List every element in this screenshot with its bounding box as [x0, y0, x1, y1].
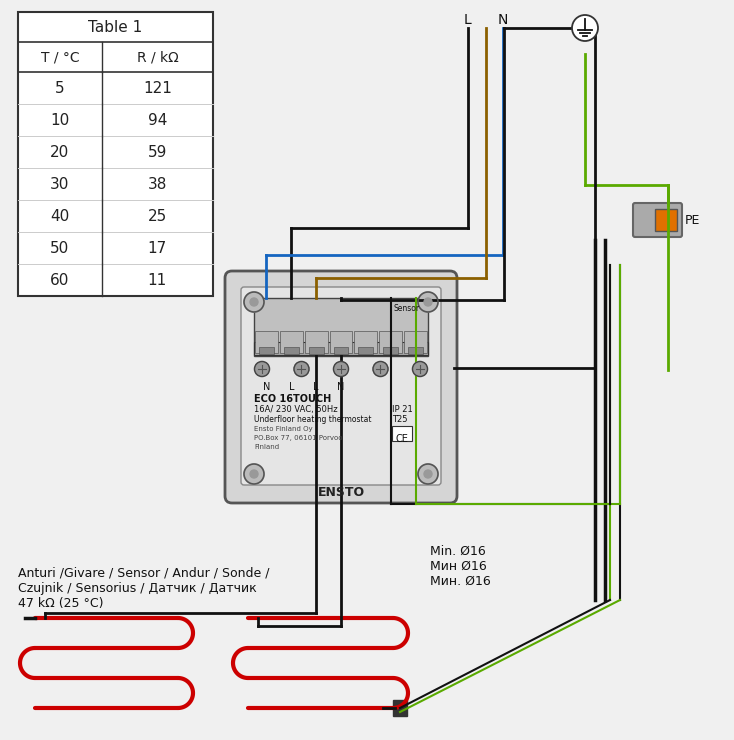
FancyBboxPatch shape — [225, 271, 457, 503]
Bar — [358, 347, 374, 354]
Text: 38: 38 — [148, 177, 167, 192]
Text: T25: T25 — [392, 415, 407, 424]
Text: 47 kΩ (25 °C): 47 kΩ (25 °C) — [18, 597, 103, 610]
Bar — [404, 331, 427, 353]
Text: IP 21: IP 21 — [392, 405, 413, 414]
Bar — [379, 331, 402, 353]
Text: N: N — [263, 382, 270, 392]
Text: 59: 59 — [148, 144, 167, 160]
Text: Sensor: Sensor — [394, 304, 420, 313]
Circle shape — [294, 362, 309, 377]
Circle shape — [418, 464, 438, 484]
Bar — [18, 12, 213, 296]
Bar — [655, 209, 677, 231]
Bar — [280, 331, 302, 353]
Text: 25: 25 — [148, 209, 167, 223]
Circle shape — [250, 298, 258, 306]
Text: 20: 20 — [51, 144, 70, 160]
Text: Table 1: Table 1 — [88, 19, 142, 35]
Text: 50: 50 — [51, 240, 70, 255]
Bar — [309, 347, 324, 354]
Circle shape — [418, 292, 438, 312]
Text: 60: 60 — [50, 272, 70, 288]
Text: 5: 5 — [55, 81, 65, 95]
Bar — [305, 331, 327, 353]
Text: 30: 30 — [50, 177, 70, 192]
Text: 10: 10 — [51, 112, 70, 127]
Text: Finland: Finland — [254, 444, 279, 450]
Text: Anturi /Givare / Sensor / Andur / Sonde /: Anturi /Givare / Sensor / Andur / Sonde … — [18, 567, 269, 580]
Bar — [255, 331, 278, 353]
Text: 121: 121 — [143, 81, 172, 95]
Text: Czujnik / Sensorius / Датчик / Датчик: Czujnik / Sensorius / Датчик / Датчик — [18, 582, 257, 595]
Bar — [383, 347, 398, 354]
Bar — [254, 298, 428, 356]
Text: N: N — [338, 382, 345, 392]
Bar — [393, 700, 407, 716]
Bar — [284, 347, 299, 354]
Text: Мин Ø16: Мин Ø16 — [430, 560, 487, 573]
Text: 11: 11 — [148, 272, 167, 288]
Circle shape — [424, 470, 432, 478]
Text: Min. Ø16: Min. Ø16 — [430, 545, 486, 558]
Circle shape — [250, 470, 258, 478]
Text: Underfloor heating thermostat: Underfloor heating thermostat — [254, 415, 371, 424]
Text: PE: PE — [685, 214, 700, 226]
Text: T / °C: T / °C — [40, 50, 79, 64]
Text: 94: 94 — [148, 112, 167, 127]
Bar — [392, 426, 412, 441]
Bar — [333, 347, 349, 354]
Text: CE: CE — [396, 434, 408, 444]
Text: PO.Box 77, 06101 Porvoo: PO.Box 77, 06101 Porvoo — [254, 435, 343, 441]
Text: R / kΩ: R / kΩ — [137, 50, 178, 64]
Circle shape — [244, 292, 264, 312]
Bar — [355, 331, 377, 353]
FancyBboxPatch shape — [241, 287, 441, 485]
Circle shape — [572, 15, 598, 41]
Bar — [254, 342, 428, 355]
Bar — [408, 347, 423, 354]
Text: Ensto Finland Oy: Ensto Finland Oy — [254, 426, 313, 432]
Text: N: N — [498, 13, 508, 27]
Text: 16A/ 230 VAC, 50Hz: 16A/ 230 VAC, 50Hz — [254, 405, 338, 414]
Text: ENSTO: ENSTO — [317, 486, 365, 499]
Text: L: L — [288, 382, 294, 392]
Text: 40: 40 — [51, 209, 70, 223]
Text: ECO 16TOUCH: ECO 16TOUCH — [254, 394, 331, 404]
Text: 17: 17 — [148, 240, 167, 255]
Text: Мин. Ø16: Мин. Ø16 — [430, 575, 491, 588]
Text: L: L — [464, 13, 472, 27]
Circle shape — [413, 362, 427, 377]
Bar — [259, 347, 274, 354]
Circle shape — [244, 464, 264, 484]
Bar — [330, 331, 352, 353]
FancyBboxPatch shape — [633, 203, 682, 237]
Circle shape — [255, 362, 269, 377]
Circle shape — [424, 298, 432, 306]
Text: L: L — [313, 382, 319, 392]
Circle shape — [333, 362, 349, 377]
Circle shape — [373, 362, 388, 377]
